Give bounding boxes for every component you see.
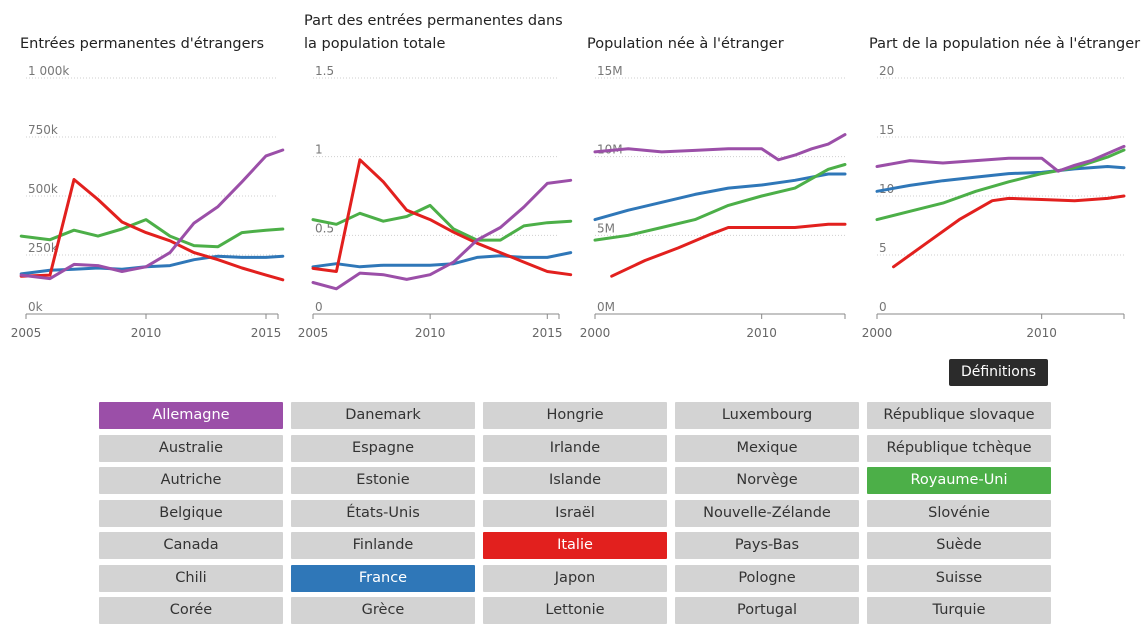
chart-title: Entrées permanentes d'étrangers: [20, 36, 265, 52]
country-button-italie[interactable]: Italie: [483, 532, 667, 559]
country-button-portugal[interactable]: Portugal: [675, 597, 859, 624]
country-button-chili[interactable]: Chili: [99, 565, 283, 592]
series-line-france: [19, 254, 285, 276]
country-button-suisse[interactable]: Suisse: [867, 565, 1051, 592]
country-button-etats-unis[interactable]: États-Unis: [291, 500, 475, 527]
country-button-nouvelle-zelande[interactable]: Nouvelle-Zélande: [675, 500, 859, 527]
country-button-slovenie[interactable]: Slovénie: [867, 500, 1051, 527]
y-tick-label: 1.5: [315, 64, 334, 78]
chart-title: Population née à l'étranger: [587, 36, 784, 52]
chart-title: Part des entrées permanentes dans la pop…: [304, 13, 563, 52]
series-line-allemagne: [593, 133, 847, 162]
series-line-royaume-uni: [311, 203, 573, 242]
chart-entrees-permanentes: Entrées permanentes d'étrangers 0k 250k 50…: [11, 0, 285, 350]
country-button-mexique[interactable]: Mexique: [675, 435, 859, 462]
country-button-islande[interactable]: Islande: [483, 467, 667, 494]
country-button-coree[interactable]: Corée: [99, 597, 283, 624]
chart-part-population-nee-etranger: Part de la population née à l'étranger 0…: [862, 0, 1141, 350]
series-line-allemagne: [875, 144, 1126, 173]
y-tick-label: 500k: [28, 182, 58, 196]
country-button-autriche[interactable]: Autriche: [99, 467, 283, 494]
country-button-grece[interactable]: Grèce: [291, 597, 475, 624]
series-line-allemagne: [311, 178, 573, 291]
x-tick-label: 2010: [131, 326, 162, 340]
y-tick-label: 0: [315, 300, 323, 314]
series-line-royaume-uni: [19, 218, 285, 249]
series-line-italie: [892, 194, 1126, 269]
y-tick-label: 1: [315, 143, 323, 157]
chart-plot: 0k 250k 500k 750k 1 000k 2005 2010 2015: [11, 64, 285, 340]
series-line-royaume-uni: [875, 148, 1126, 222]
country-button-irlande[interactable]: Irlande: [483, 435, 667, 462]
country-button-allemagne[interactable]: Allemagne: [99, 402, 283, 429]
y-tick-label: 0: [879, 300, 887, 314]
series-line-france: [311, 251, 573, 269]
x-tick-label: 2015: [251, 326, 282, 340]
country-button-finlande[interactable]: Finlande: [291, 532, 475, 559]
chart-population-nee-etranger: Population née à l'étranger 0M 5M 10M 15M 20…: [580, 0, 852, 350]
country-button-danemark[interactable]: Danemark: [291, 402, 475, 429]
series-line-allemagne: [19, 148, 285, 281]
chart-title: Part de la population née à l'étranger: [869, 36, 1141, 52]
country-button-belgique[interactable]: Belgique: [99, 500, 283, 527]
series-line-italie: [610, 222, 847, 278]
y-tick-label: 0M: [597, 300, 615, 314]
series-line-france: [875, 165, 1126, 193]
country-button-republique-slovaque[interactable]: République slovaque: [867, 402, 1051, 429]
country-button-turquie[interactable]: Turquie: [867, 597, 1051, 624]
country-button-suede[interactable]: Suède: [867, 532, 1051, 559]
x-tick-label: 2005: [11, 326, 42, 340]
y-tick-label: 5M: [597, 221, 615, 235]
country-button-israel[interactable]: Israël: [483, 500, 667, 527]
x-tick-label: 2000: [580, 326, 611, 340]
x-tick-label: 2010: [746, 326, 777, 340]
country-button-royaume-uni[interactable]: Royaume-Uni: [867, 467, 1051, 494]
country-button-pays-bas[interactable]: Pays-Bas: [675, 532, 859, 559]
y-tick-label: 15M: [597, 64, 623, 78]
x-tick-label: 2015: [532, 326, 563, 340]
country-button-norvege[interactable]: Norvège: [675, 467, 859, 494]
y-tick-label: 250k: [28, 241, 58, 255]
country-button-luxembourg[interactable]: Luxembourg: [675, 402, 859, 429]
country-button-france[interactable]: France: [291, 565, 475, 592]
country-button-lettonie[interactable]: Lettonie: [483, 597, 667, 624]
x-tick-label: 2010: [415, 326, 446, 340]
y-tick-label: 1 000k: [28, 64, 69, 78]
y-tick-label: 5: [879, 241, 887, 255]
series-line-italie: [19, 178, 285, 282]
x-tick-label: 2000: [862, 326, 893, 340]
chart-part-entrees: Part des entrées permanentes dans la pop…: [298, 0, 574, 350]
y-tick-label: 750k: [28, 123, 58, 137]
country-button-japon[interactable]: Japon: [483, 565, 667, 592]
x-tick-label: 2005: [298, 326, 329, 340]
country-button-estonie[interactable]: Estonie: [291, 467, 475, 494]
series-line-royaume-uni: [593, 163, 847, 242]
country-button-australie[interactable]: Australie: [99, 435, 283, 462]
country-button-canada[interactable]: Canada: [99, 532, 283, 559]
y-tick-label: 20: [879, 64, 894, 78]
country-button-espagne[interactable]: Espagne: [291, 435, 475, 462]
y-tick-label: 0.5: [315, 221, 334, 235]
definitions-button[interactable]: Définitions: [949, 359, 1048, 386]
country-button-hongrie[interactable]: Hongrie: [483, 402, 667, 429]
chart-plot: 0 0.5 1 1.5 2005 2010 2015: [298, 64, 573, 340]
y-tick-label: 0k: [28, 300, 43, 314]
series-line-italie: [311, 158, 573, 277]
country-button-republique-tcheque[interactable]: République tchèque: [867, 435, 1051, 462]
country-button-pologne[interactable]: Pologne: [675, 565, 859, 592]
y-tick-label: 15: [879, 123, 894, 137]
x-tick-label: 2010: [1026, 326, 1057, 340]
